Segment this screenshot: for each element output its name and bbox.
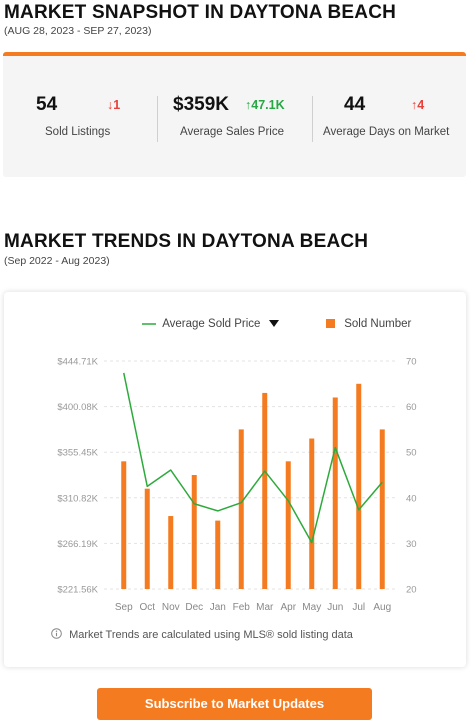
legend-line-label: Average Sold Price [162,318,261,330]
caret-down-icon[interactable] [268,319,279,328]
line-point [193,503,195,505]
legend-line-swatch [142,323,156,325]
divider [312,96,313,142]
x-tick-label: Nov [162,602,180,613]
divider [157,96,158,142]
stat-value: $359K [173,94,229,115]
bar [379,429,385,589]
line-point [170,469,172,471]
x-tick-label: Dec [185,602,203,613]
y-left-tick-label: $221.56K [57,585,98,596]
stat-label: Average Days on Market [323,126,450,138]
x-tick-label: Jan [210,602,226,613]
x-tick-label: Feb [233,602,251,613]
y-left-tick-label: $400.08K [57,402,98,413]
stat-average-days-on-market: 44 ↑4 Average Days on Market [313,86,466,146]
y-right-tick-label: 20 [406,585,417,596]
trends-chart: $444.71K 70 $400.08K 60 $355.45K 50 $310.82K 40… [57,357,417,614]
chart-note: Market Trends are calculated using MLS® … [51,628,353,641]
y-left-tick-label: $266.19K [57,539,98,550]
y-left-tick-label: $310.82K [57,493,98,504]
stat-value: 54 [36,94,58,115]
bar [191,475,197,589]
bar [144,488,150,589]
legend-bar-toggle[interactable]: Sold Number [326,318,411,330]
line-point [123,372,125,374]
bar [309,438,315,589]
y-right-tick-label: 60 [406,402,417,413]
x-tick-label: May [302,602,321,613]
snapshot-title: MARKET SNAPSHOT IN DAYTONA BEACH [4,2,397,23]
y-right-tick-label: 50 [406,448,417,459]
legend-bar-label: Sold Number [344,318,412,330]
bar [285,461,291,589]
x-tick-label: Apr [280,602,296,613]
x-tick-label: Jul [352,602,365,613]
stat-change: ↑47.1K [245,98,285,112]
line-point [287,499,289,501]
legend-bar-swatch [326,319,335,329]
line-point [217,510,219,512]
bar [121,461,127,589]
stat-change: ↑4 [411,98,425,112]
snapshot-panel: 54 ↓1 Sold Listings $359K ↑47.1K Average… [3,52,466,177]
trends-date-range: (Sep 2022 - Aug 2023) [4,255,110,267]
bar [332,397,338,589]
y-right-tick-label: 30 [406,539,417,550]
bar [356,383,362,589]
stat-average-sales-price: $359K ↑47.1K Average Sales Price [158,86,312,146]
note-text: Market Trends are calculated using MLS® … [69,629,353,641]
x-tick-label: Aug [373,602,391,613]
stat-change: ↓1 [107,98,121,112]
line-point [334,446,336,448]
snapshot-date-range: (AUG 28, 2023 - SEP 27, 2023) [4,25,152,37]
info-icon [51,628,62,639]
line-point [358,509,360,511]
trends-title: MARKET TRENDS IN DAYTONA BEACH [4,231,369,252]
stat-label: Sold Listings [45,126,111,138]
average-price-line [123,372,383,544]
bar [238,429,244,589]
trends-chart-card: Average Sold Price Sold Number $444.71K 7… [4,292,466,667]
line-point [381,481,383,483]
x-tick-label: Mar [256,602,274,613]
subscribe-button[interactable]: Subscribe to Market Updates [97,688,372,720]
x-tick-label: Jun [327,602,343,613]
bar [215,520,221,589]
y-right-tick-label: 40 [406,493,417,504]
legend-line-toggle[interactable]: Average Sold Price [142,318,279,330]
y-left-tick-label: $444.71K [57,357,98,368]
bar [168,516,174,589]
line-point [240,502,242,504]
x-tick-label: Sep [115,602,133,613]
y-right-tick-label: 70 [406,357,417,368]
line-point [311,541,313,543]
line-point [146,485,148,487]
x-tick-label: Oct [139,602,155,613]
line-point [264,470,266,472]
stat-label: Average Sales Price [180,126,284,138]
stat-sold-listings: 54 ↓1 Sold Listings [3,86,157,146]
y-left-tick-label: $355.45K [57,448,98,459]
bar [262,392,268,589]
stat-value: 44 [344,94,366,115]
